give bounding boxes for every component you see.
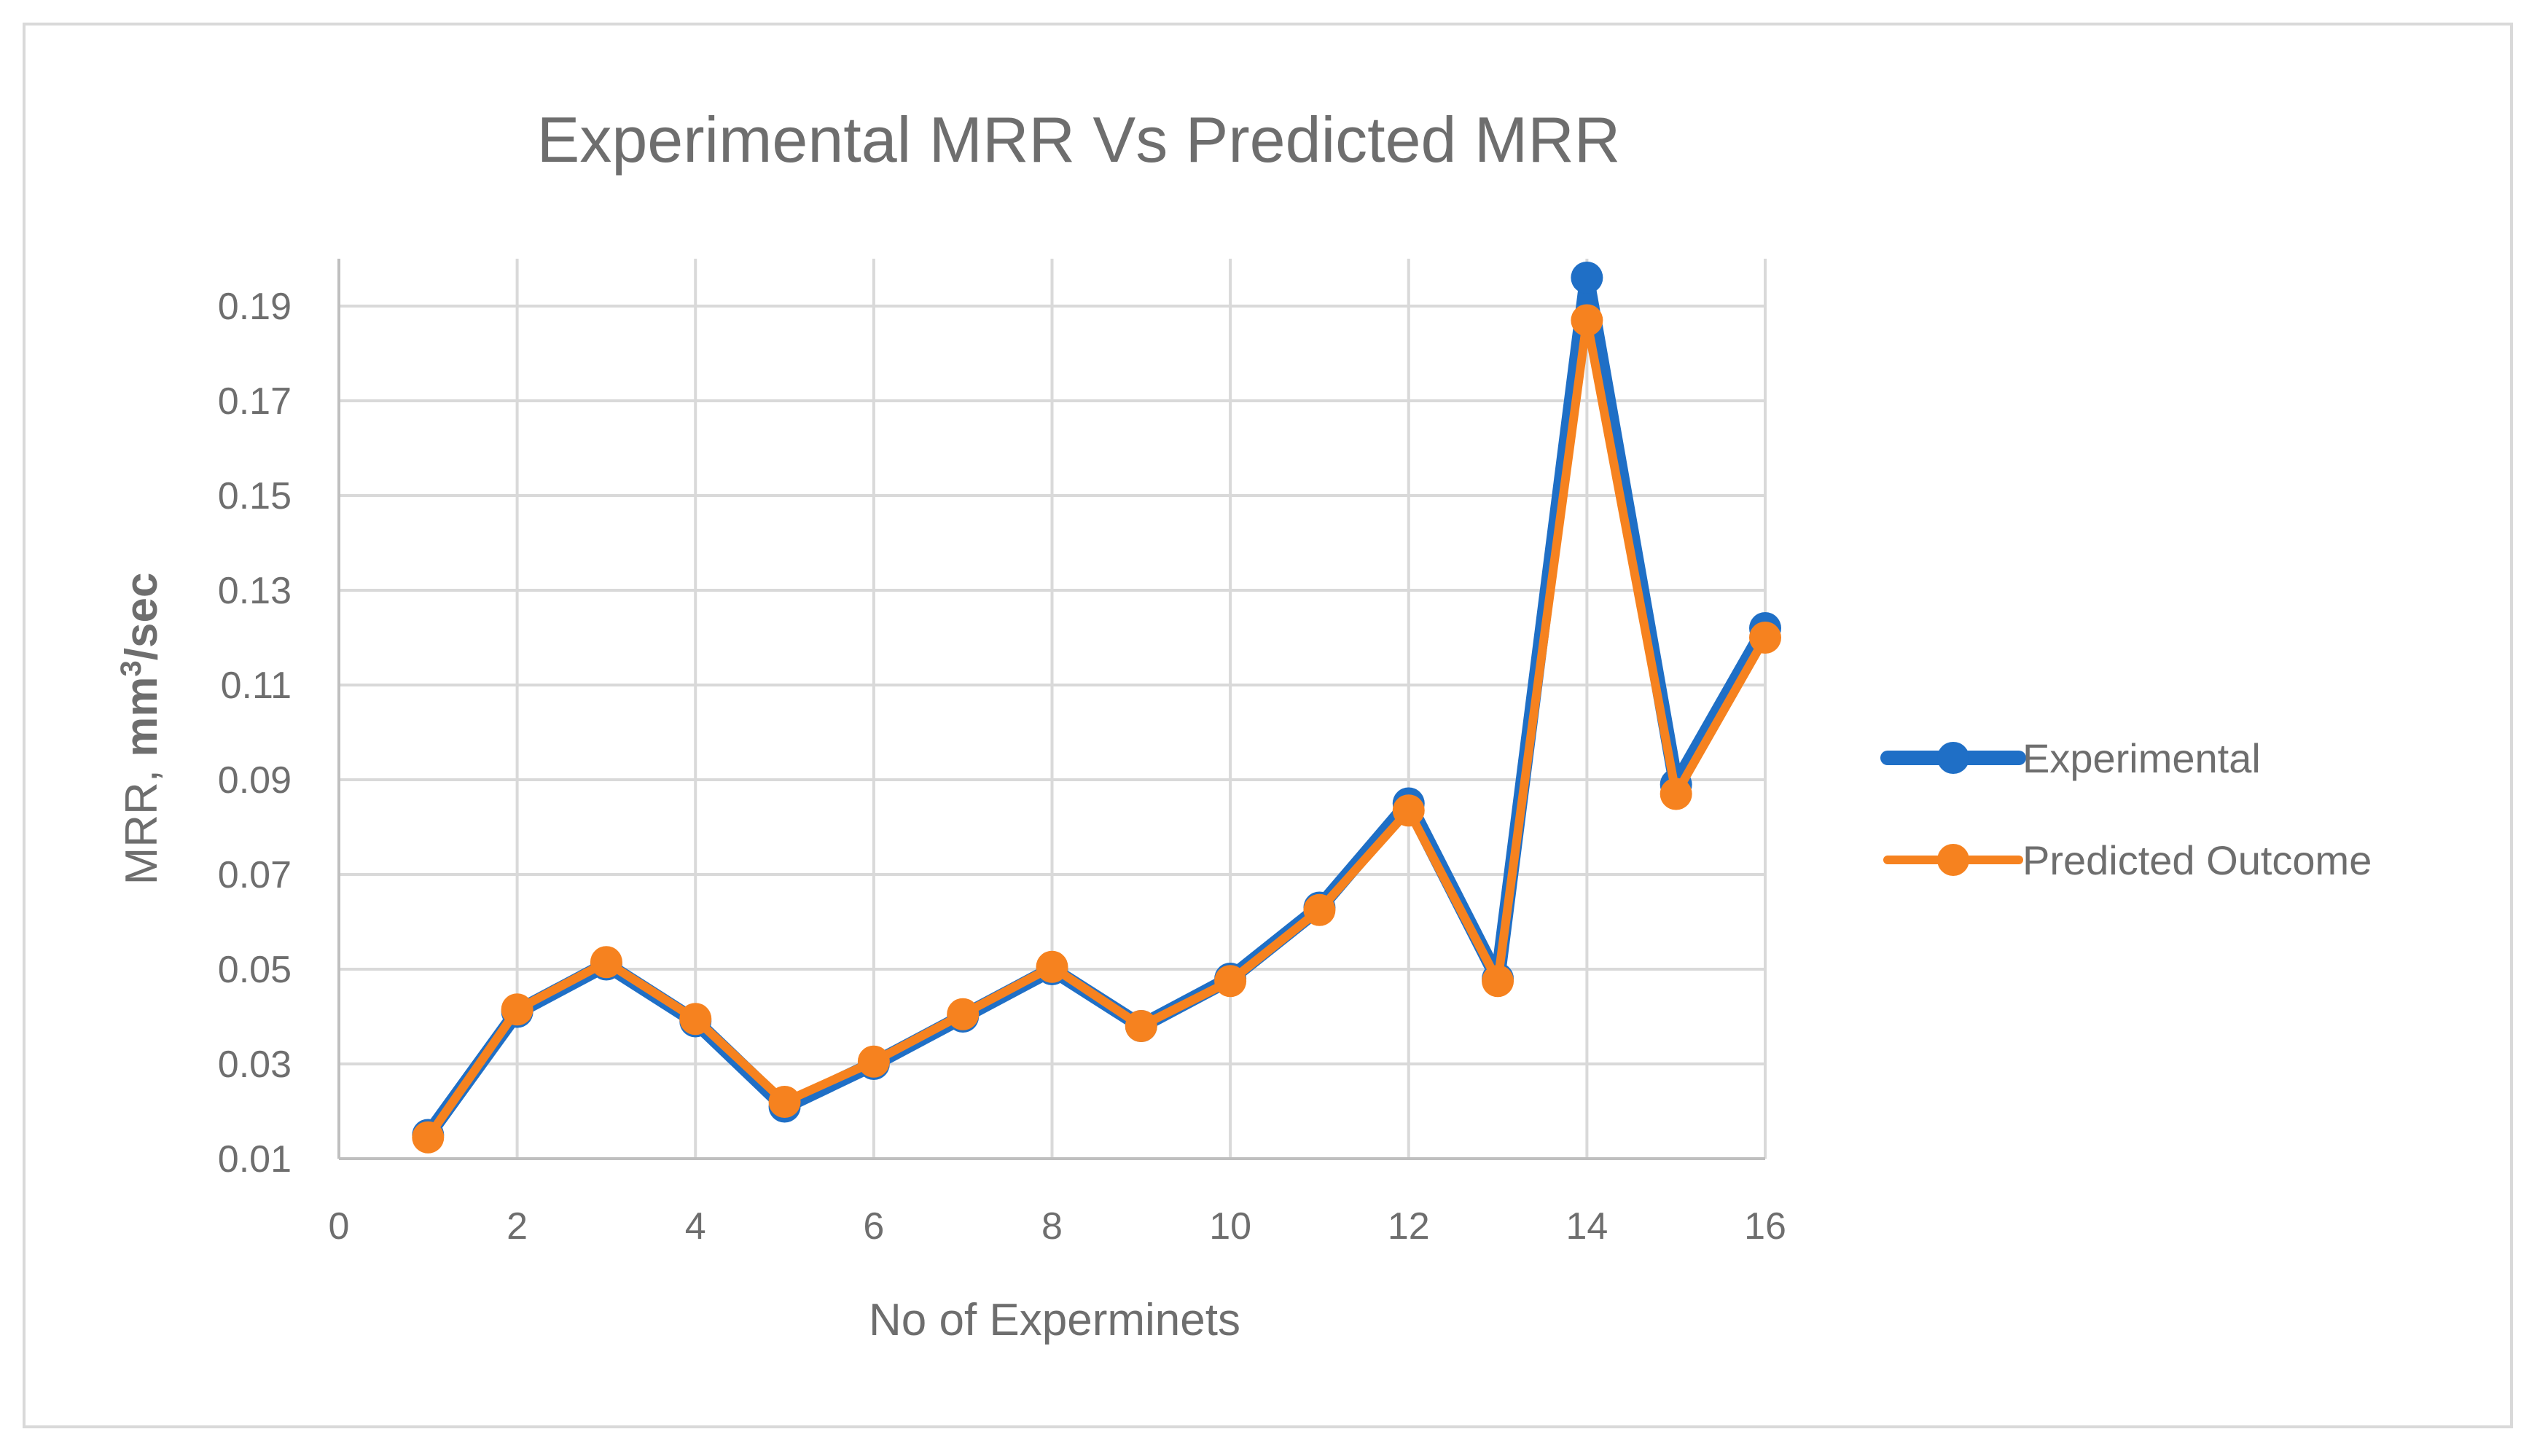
y-tick-label: 0.09	[218, 759, 292, 802]
y-tick-label: 0.05	[218, 949, 292, 991]
y-tick-label: 0.11	[221, 665, 292, 707]
legend-marker	[1937, 844, 1969, 876]
data-point	[857, 1045, 890, 1078]
data-point	[1036, 950, 1068, 983]
data-point	[1214, 965, 1247, 998]
y-tick-label: 0.13	[218, 570, 292, 612]
legend: Experimental Predicted Outcome	[1880, 735, 2372, 883]
x-axis-title: No of Experminets	[869, 1295, 1240, 1345]
x-tick-label: 6	[863, 1205, 884, 1248]
data-point	[947, 998, 980, 1030]
data-point	[768, 1086, 801, 1118]
y-axis-title-main: MRR,	[117, 757, 167, 885]
data-point	[1125, 1010, 1157, 1042]
data-point	[1482, 965, 1514, 998]
legend-label: Predicted Outcome	[2022, 837, 2372, 883]
legend-item: Experimental	[1880, 735, 2261, 781]
axes	[337, 259, 1765, 1160]
data-point	[1571, 304, 1603, 337]
data-point	[1392, 794, 1425, 827]
legend-marker	[1937, 742, 1969, 774]
y-tick-labels: 0.01 0.03 0.05 0.07 0.09 0.11 0.13 0.15 0.17 0.19	[218, 286, 292, 1181]
data-point	[412, 1121, 445, 1154]
x-tick-label: 10	[1209, 1205, 1251, 1248]
y-axis-title: MRR, mm3/sec	[115, 573, 167, 885]
y-tick-label: 0.19	[218, 286, 292, 328]
series-layer	[412, 262, 1781, 1154]
data-point	[501, 993, 533, 1026]
x-tick-label: 14	[1565, 1205, 1608, 1248]
data-point	[1660, 778, 1692, 810]
data-point	[1571, 262, 1603, 294]
y-axis-title-tail: /sec	[117, 573, 167, 661]
x-tick-label: 0	[329, 1205, 350, 1248]
chart-title: Experimental MRR Vs Predicted MRR	[537, 103, 1621, 176]
data-point	[590, 946, 622, 979]
y-tick-label: 0.17	[218, 380, 292, 423]
x-tick-label: 8	[1041, 1205, 1063, 1248]
y-tick-label: 0.01	[218, 1138, 292, 1181]
data-point	[1303, 893, 1336, 926]
series-line	[423, 316, 1770, 1142]
x-tick-label: 2	[507, 1205, 528, 1248]
y-axis-title-unit: mm	[117, 677, 167, 757]
data-point	[1749, 622, 1781, 654]
series-predicted-outcome	[412, 304, 1781, 1154]
chart-border	[23, 23, 2513, 1428]
y-tick-label: 0.07	[218, 854, 292, 896]
legend-item: Predicted Outcome	[1883, 837, 2372, 883]
x-tick-labels: 0 2 4 6 8 10 12 14 16	[329, 1205, 1786, 1248]
x-tick-label: 12	[1388, 1205, 1430, 1248]
y-tick-label: 0.03	[218, 1044, 292, 1086]
y-tick-label: 0.15	[218, 475, 292, 517]
y-axis-title-superscript: 3	[115, 660, 147, 676]
x-tick-label: 16	[1744, 1205, 1786, 1248]
data-point	[679, 1003, 712, 1036]
legend-label: Experimental	[2022, 735, 2261, 781]
x-tick-label: 4	[685, 1205, 706, 1248]
